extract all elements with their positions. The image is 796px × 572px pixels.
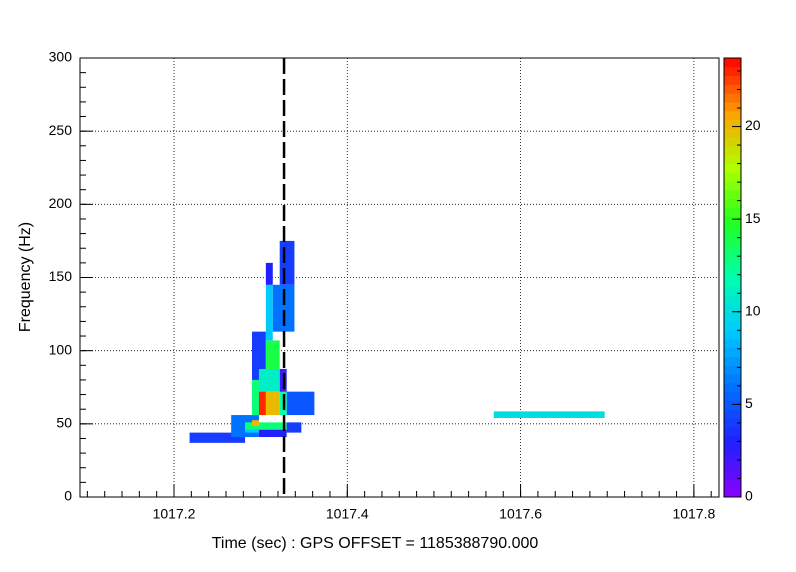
colorbar-step: [724, 426, 741, 437]
y-tick-label: 250: [49, 122, 73, 138]
y-tick-label: 0: [64, 488, 72, 504]
colorbar-step: [724, 312, 741, 322]
colorbar-step: [724, 119, 741, 129]
tile: [265, 391, 280, 416]
colorbar-step: [724, 295, 741, 305]
colorbar-step: [724, 251, 741, 261]
colorbar-step: [724, 461, 741, 472]
colorbar-step: [724, 488, 741, 498]
y-tick-label: 50: [56, 415, 72, 431]
tile: [251, 331, 266, 380]
colorbar-step: [724, 207, 741, 217]
tile: [245, 422, 287, 430]
colorbar-step: [724, 128, 741, 138]
colorbar-step: [724, 137, 741, 147]
colorbar-step: [724, 303, 741, 314]
colorbar-step: [724, 374, 741, 384]
tile: [272, 284, 295, 332]
tile: [189, 432, 246, 443]
tile: [251, 420, 259, 427]
colorbar-step: [724, 321, 741, 331]
x-axis-label: Time (sec) : GPS OFFSET = 1185388790.000: [212, 535, 539, 552]
colorbar-step: [724, 286, 741, 296]
colorbar-step: [724, 189, 741, 199]
tile: [265, 262, 273, 285]
colorbar-step: [724, 172, 741, 182]
colorbar-step: [724, 356, 741, 366]
tile: [258, 391, 266, 416]
plot-area: [80, 58, 719, 497]
colorbar-step: [724, 391, 741, 401]
colorbar-step: [724, 400, 741, 410]
colorbar-step: [724, 417, 741, 428]
x-tick-label: 1017.4: [326, 506, 369, 522]
colorbar-step: [724, 84, 741, 94]
colorbar-tick-label: 15: [745, 210, 761, 226]
colorbar-step: [724, 224, 741, 235]
colorbar-step: [724, 180, 741, 191]
colorbar-tick-label: 5: [745, 395, 753, 411]
colorbar-step: [724, 382, 741, 393]
colorbar-step: [724, 233, 741, 243]
colorbar-tick-label: 0: [745, 488, 753, 504]
x-tick-label: 1017.6: [499, 506, 542, 522]
colorbar-step: [724, 409, 741, 419]
tile: [265, 340, 280, 369]
colorbar-step: [724, 110, 741, 120]
colorbar-step: [724, 66, 741, 77]
tile: [286, 391, 315, 416]
colorbar-step: [724, 216, 741, 226]
y-tick-label: 200: [49, 195, 73, 211]
colorbar-step: [724, 338, 741, 349]
colorbar-step: [724, 347, 741, 358]
y-axis-label: Frequency (Hz): [17, 222, 34, 332]
colorbar-tick-label: 10: [745, 302, 761, 318]
colorbar-step: [724, 75, 741, 85]
colorbar-step: [724, 470, 741, 480]
colorbar-step: [724, 198, 741, 208]
colorbar-step: [724, 163, 741, 173]
tile: [279, 368, 287, 416]
colorbar-step: [724, 453, 741, 463]
colorbar-step: [724, 242, 741, 252]
colorbar-step: [724, 435, 741, 445]
x-tick-label: 1017.8: [672, 506, 715, 522]
colorbar-step: [724, 154, 741, 164]
colorbar-step: [724, 93, 741, 103]
y-tick-label: 150: [49, 268, 73, 284]
tile: [286, 422, 302, 433]
tile: [258, 429, 287, 438]
colorbar-step: [724, 444, 741, 454]
x-tick-label: 1017.2: [153, 506, 196, 522]
tile: [265, 284, 273, 341]
colorbar-step: [724, 479, 741, 489]
y-tick-label: 100: [49, 341, 73, 357]
colorbar-step: [724, 58, 741, 68]
tile: [493, 411, 605, 418]
colorbar-tick-label: 20: [745, 117, 761, 133]
colorbar-step: [724, 259, 741, 270]
colorbar-step: [724, 268, 741, 278]
tile: [258, 368, 280, 392]
colorbar-step: [724, 145, 741, 156]
colorbar-step: [724, 101, 741, 112]
tile: [279, 240, 295, 285]
colorbar-step: [724, 277, 741, 287]
colorbar-step: [724, 365, 741, 375]
colorbar-step: [724, 330, 741, 340]
y-tick-label: 300: [49, 49, 73, 65]
